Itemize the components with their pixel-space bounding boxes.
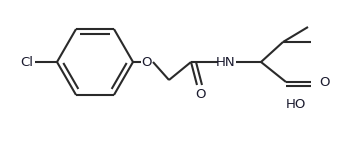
Text: HO: HO bbox=[286, 98, 306, 111]
Text: HN: HN bbox=[216, 56, 236, 69]
Text: O: O bbox=[196, 88, 206, 102]
Text: O: O bbox=[142, 56, 152, 69]
Text: O: O bbox=[319, 75, 329, 88]
Text: Cl: Cl bbox=[20, 56, 33, 69]
